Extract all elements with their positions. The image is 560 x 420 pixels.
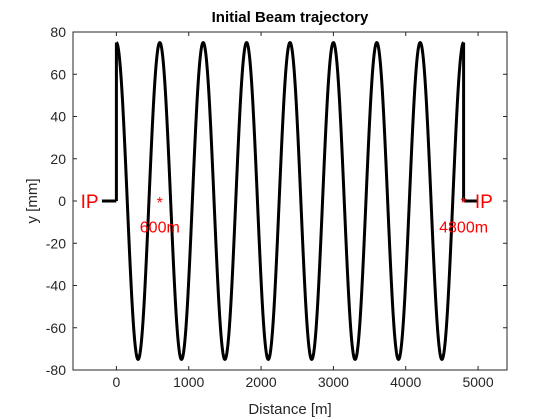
x-tick-label: 1000 xyxy=(173,374,204,390)
plot-area xyxy=(72,31,508,371)
curve-layer xyxy=(101,41,479,361)
x-tick-label: 0 xyxy=(113,374,121,390)
y-tick-label: 20 xyxy=(50,151,66,167)
chart-title: Initial Beam trajectory xyxy=(212,9,369,26)
ip-marker: * xyxy=(157,195,163,212)
distance-annotation: 600m xyxy=(140,219,180,236)
y-tick-label: -80 xyxy=(46,362,66,378)
annotation-layer: * * IP 600m IP 4800m xyxy=(81,192,493,236)
x-tick-label: 2000 xyxy=(245,374,276,390)
y-tick-label: 0 xyxy=(58,193,66,209)
trajectory-oscillation xyxy=(115,41,465,361)
axes-layer: 0 1000 2000 3000 4000 5000 -80 -60 -40 -20 0 20 40 60… xyxy=(46,24,507,390)
ip-marker: * xyxy=(460,195,466,212)
y-tick-label: 60 xyxy=(50,66,66,82)
ip-label: IP xyxy=(81,192,99,213)
x-tick-label: 3000 xyxy=(318,374,349,390)
x-axis-label: Distance [m] xyxy=(248,401,331,418)
x-tick-label: 4000 xyxy=(390,374,421,390)
x-tick-label: 5000 xyxy=(462,374,493,390)
y-tick-label: 80 xyxy=(50,24,66,40)
y-tick-label: -40 xyxy=(46,278,66,294)
y-tick-label: -20 xyxy=(46,235,66,251)
ip-label: IP xyxy=(475,192,493,213)
y-tick-label: 40 xyxy=(50,109,66,125)
distance-annotation: 4800m xyxy=(439,219,488,236)
y-tick-label: -60 xyxy=(46,320,66,336)
y-axis-label: y [mm] xyxy=(24,179,41,224)
